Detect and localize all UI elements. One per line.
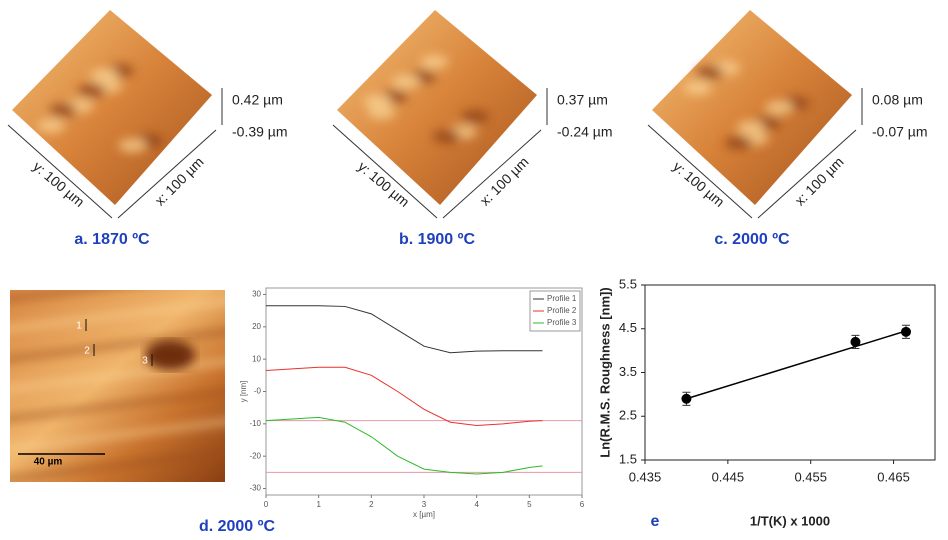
afm-feature <box>49 103 77 117</box>
afm-feature <box>461 110 489 124</box>
scale-bar-label: 40 µm <box>34 457 63 468</box>
y-tick-label: 30 <box>252 290 261 299</box>
legend-label: Profile 2 <box>547 306 577 315</box>
y-axis-title: Ln(R.M.S. Roughness [nm]) <box>597 287 612 457</box>
y-tick-label: 5.5 <box>619 276 637 291</box>
afm-feature <box>392 75 420 89</box>
y-tick-label: 3.5 <box>619 364 637 379</box>
afm-feature <box>420 55 448 69</box>
y-tick-label: -20 <box>249 451 261 460</box>
afm-feature <box>119 139 147 153</box>
panel-caption: d. 2000 ºC <box>199 518 276 535</box>
afm-feature <box>684 81 712 95</box>
y-tick-label: 1.5 <box>619 451 637 466</box>
afm-feature <box>433 130 461 144</box>
x-tick-label: 4 <box>474 500 479 509</box>
afm-2d-image <box>0 270 240 482</box>
afm-feature <box>765 101 793 115</box>
x-tick-label: 0.465 <box>877 469 910 484</box>
y-tick-label: -0 <box>254 387 262 396</box>
figure: 0.42 µm-0.39 µmy: 100 µmx: 100 µma. 1870… <box>0 0 948 535</box>
x-tick-label: 0 <box>264 500 269 509</box>
z-min-label: -0.39 µm <box>232 124 288 140</box>
y-tick-label: 20 <box>252 322 261 331</box>
y-tick-label: 4.5 <box>619 320 637 335</box>
legend-label: Profile 3 <box>547 318 577 327</box>
afm-feature <box>737 121 765 135</box>
panel-label: e <box>651 513 660 530</box>
x-tick-label: 2 <box>369 500 374 509</box>
x-axis-title: 1/T(K) x 1000 <box>750 513 830 528</box>
x-tick-label: 3 <box>422 500 427 509</box>
panel-caption: b. 1900 ºC <box>399 231 476 248</box>
y-tick-label: -10 <box>249 419 261 428</box>
profile-marker-label: 2 <box>84 346 90 357</box>
afm-feature <box>363 94 391 108</box>
data-point <box>901 327 911 337</box>
y-tick-label: -30 <box>249 484 261 493</box>
y-tick-label: 2.5 <box>619 408 637 423</box>
y-tick-label: 10 <box>252 354 261 363</box>
z-min-label: -0.07 µm <box>872 124 928 140</box>
x-tick-label: 1 <box>316 500 321 509</box>
z-max-label: 0.08 µm <box>872 92 923 108</box>
x-axis-title: x [µm] <box>413 510 435 519</box>
data-point <box>681 394 691 404</box>
afm-feature <box>78 84 106 98</box>
x-tick-label: 6 <box>580 500 585 509</box>
afm-feature <box>696 66 724 80</box>
x-tick-label: 5 <box>527 500 532 509</box>
panel-caption: a. 1870 ºC <box>74 231 150 248</box>
trend-line <box>686 331 906 399</box>
z-min-label: -0.24 µm <box>557 124 613 140</box>
data-point <box>850 337 860 347</box>
z-max-label: 0.42 µm <box>232 92 283 108</box>
afm-feature <box>90 68 118 82</box>
afm-feature <box>37 119 65 133</box>
profile-marker-label: 3 <box>142 356 148 367</box>
x-tick-label: 0.435 <box>629 469 662 484</box>
z-max-label: 0.37 µm <box>557 92 608 108</box>
legend-label: Profile 1 <box>547 294 577 303</box>
afm-feature <box>724 136 752 150</box>
profile-marker-label: 1 <box>76 321 82 332</box>
x-tick-label: 0.455 <box>794 469 827 484</box>
y-axis-title: y [nm] <box>239 381 248 403</box>
panel-caption: c. 2000 ºC <box>714 231 790 248</box>
plot-area <box>645 285 935 460</box>
x-tick-label: 0.445 <box>712 469 745 484</box>
